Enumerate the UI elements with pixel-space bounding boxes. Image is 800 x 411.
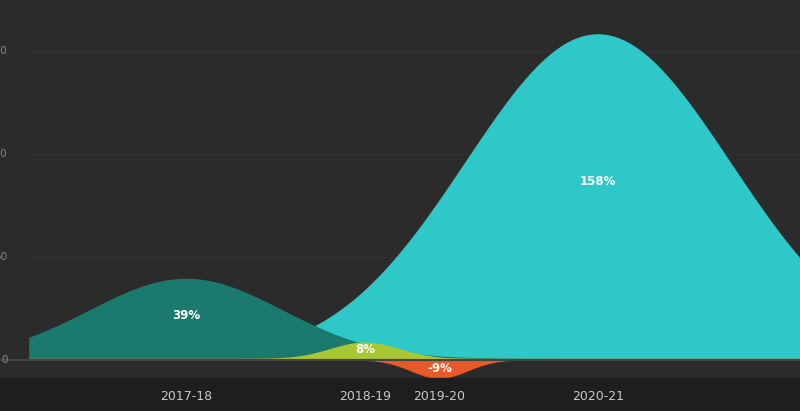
Bar bbox=[0, 0, 28, 411]
Text: 100: 100 bbox=[0, 149, 8, 159]
Text: 50: 50 bbox=[0, 252, 8, 262]
Text: 39%: 39% bbox=[172, 309, 201, 322]
Text: 2018-19: 2018-19 bbox=[339, 390, 391, 403]
Text: 2017-18: 2017-18 bbox=[160, 390, 213, 403]
Text: 0: 0 bbox=[2, 355, 8, 365]
Text: 2019-20: 2019-20 bbox=[414, 390, 466, 403]
Text: 158%: 158% bbox=[580, 175, 616, 187]
Bar bbox=[0, 378, 800, 411]
Text: -9%: -9% bbox=[427, 363, 452, 375]
Text: 150: 150 bbox=[0, 46, 8, 56]
Text: 2020-21: 2020-21 bbox=[572, 390, 624, 403]
Text: 8%: 8% bbox=[355, 343, 375, 356]
